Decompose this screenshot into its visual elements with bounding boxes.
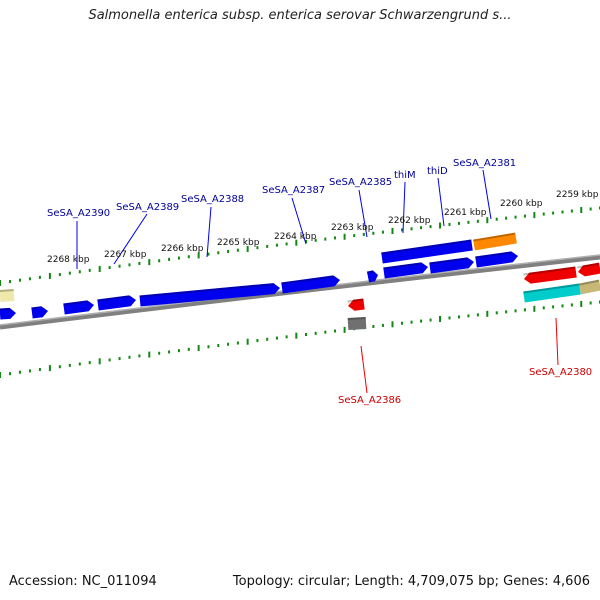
- gene-blue-d-shade: [383, 262, 422, 270]
- leader-line: [402, 181, 406, 234]
- position-label: 2264 kbp: [274, 232, 317, 242]
- gene-blue-a-shade: [63, 300, 88, 306]
- gene-teal: [523, 283, 581, 303]
- leader-line: [360, 345, 368, 394]
- gene-red-b: [577, 262, 600, 277]
- gene-blue-upper: [381, 239, 473, 264]
- gene-pale-edge-shade: [0, 289, 14, 292]
- gene-blue-f: [475, 251, 518, 268]
- gene-tan: [578, 279, 600, 295]
- leader-line: [437, 177, 445, 227]
- position-label: 2262 kbp: [388, 216, 431, 226]
- label-leader-lines: [76, 169, 559, 394]
- gene-blue-b-shade: [97, 295, 130, 302]
- gene-red-b-shade: [577, 262, 600, 269]
- gene-blue-c: [281, 275, 340, 294]
- gene-label-forward: SeSA_A2387: [262, 185, 325, 196]
- gene-red-a: [523, 266, 577, 284]
- gene-blue-tiny-body: [366, 270, 378, 283]
- gene-layer: [0, 232, 600, 330]
- gene-blue-tiny-shade: [366, 270, 374, 274]
- gene-blue-e-body: [429, 257, 474, 274]
- position-label: 2267 kbp: [104, 250, 147, 260]
- gene-orange: [473, 232, 517, 251]
- gene-orange-body: [473, 232, 517, 251]
- gene-tan-shade: [578, 279, 600, 286]
- gene-blue-small: [31, 306, 48, 319]
- gene-gray-shade: [347, 317, 366, 321]
- gene-blue-long-shade: [139, 283, 274, 298]
- gene-pale-edge: [0, 289, 15, 302]
- gene-label-forward: SeSA_A2388: [181, 194, 244, 205]
- gene-blue-upper-body: [381, 239, 473, 264]
- gene-red-small-shade: [347, 298, 364, 303]
- gene-blue-f-shade: [475, 251, 512, 259]
- position-label: 2260 kbp: [500, 199, 543, 209]
- gene-blue-small-body: [31, 306, 48, 319]
- gene-blue-long-body: [139, 283, 280, 307]
- gene-blue-edge-body: [0, 307, 16, 320]
- position-label: 2259 kbp: [556, 190, 599, 200]
- gene-orange-shade: [473, 232, 516, 242]
- gene-blue-a: [63, 300, 94, 315]
- gene-blue-small-shade: [31, 306, 42, 310]
- position-label: 2265 kbp: [217, 238, 260, 248]
- gene-blue-edge: [0, 307, 16, 320]
- backbone-line: [0, 254, 600, 330]
- gene-blue-long: [139, 283, 280, 307]
- gene-label-forward: SeSA_A2389: [116, 202, 179, 213]
- gene-label-forward: thiM: [394, 170, 416, 181]
- gene-pale-edge-body: [0, 289, 15, 302]
- gene-label-forward: SeSA_A2385: [329, 177, 392, 188]
- gene-label-forward: SeSA_A2390: [47, 208, 110, 219]
- forward-tick-track: [0, 206, 600, 286]
- gene-red-a-body: [524, 266, 577, 284]
- position-label: 2268 kbp: [47, 255, 90, 265]
- position-labels: 2268 kbp 2267 kbp 2266 kbp 2265 kbp 2264 kbp…: [47, 190, 599, 265]
- gene-red-small-body: [348, 298, 365, 311]
- gene-teal-shade: [523, 283, 580, 294]
- leader-line: [555, 317, 559, 366]
- gene-label-reverse: SeSA_A2386: [338, 395, 401, 406]
- gene-blue-tiny: [366, 270, 378, 283]
- leader-line: [206, 206, 212, 258]
- gene-tan-body: [578, 279, 600, 295]
- accession-text: Accession: NC_011094: [9, 574, 157, 589]
- gene-blue-upper-shade: [381, 239, 472, 255]
- gene-blue-c-shade: [281, 275, 334, 285]
- gene-label-forward: SeSA_A2381: [453, 158, 516, 169]
- map-title: Salmonella enterica subsp. enterica sero…: [88, 8, 512, 23]
- gene-gray: [347, 317, 367, 330]
- position-label: 2261 kbp: [444, 208, 487, 218]
- gene-blue-c-body: [281, 275, 340, 294]
- position-label: 2263 kbp: [331, 223, 374, 233]
- gene-blue-a-body: [63, 300, 94, 315]
- gene-blue-b-body: [97, 295, 136, 311]
- gene-teal-body: [523, 283, 581, 303]
- gene-blue-d: [383, 262, 428, 279]
- gene-gray-body: [347, 317, 367, 330]
- position-label: 2266 kbp: [161, 244, 204, 254]
- gene-red-a-shade: [523, 266, 576, 276]
- gene-label-forward: thiD: [427, 166, 448, 177]
- gene-label-reverse: SeSA_A2380: [529, 367, 592, 378]
- gene-red-small: [347, 298, 365, 311]
- leader-line: [291, 197, 307, 245]
- leader-line: [358, 189, 368, 238]
- gene-blue-f-body: [475, 251, 518, 268]
- reverse-tick-track: [0, 300, 600, 378]
- gene-blue-edge-shade: [0, 307, 10, 311]
- gene-blue-d-body: [383, 262, 428, 279]
- leader-line: [113, 213, 148, 265]
- leader-line: [482, 169, 492, 220]
- gene-red-b-body: [578, 262, 600, 277]
- genome-summary: Topology: circular; Length: 4,709,075 bp…: [232, 574, 590, 589]
- gene-blue-e: [429, 257, 474, 274]
- gene-blue-b: [97, 295, 136, 311]
- gene-blue-e-shade: [429, 257, 468, 265]
